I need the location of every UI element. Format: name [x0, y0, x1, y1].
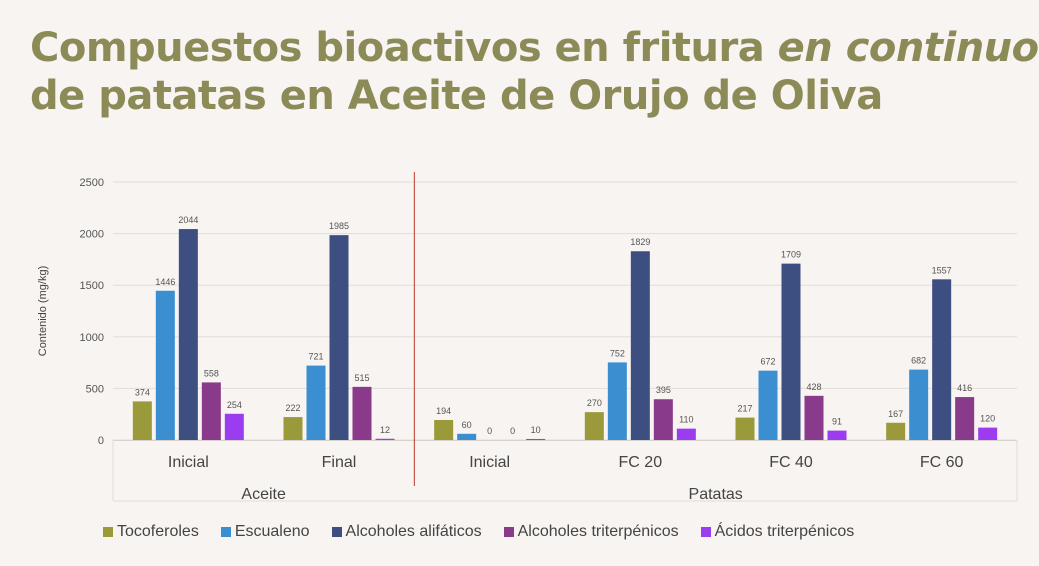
y-tick-label: 1000: [80, 332, 104, 344]
bar: [132, 401, 152, 440]
legend-label: Ácidos triterpénicos: [714, 523, 855, 540]
bar: [653, 399, 673, 440]
bar: [827, 430, 847, 440]
data-label: 194: [436, 406, 451, 416]
data-label: 120: [980, 414, 995, 424]
data-label: 91: [832, 417, 842, 427]
bar: [526, 438, 546, 440]
legend-item: Tocoferoles: [103, 523, 199, 541]
bar: [758, 370, 778, 440]
bar: [178, 229, 198, 440]
x-category-label: FC 60: [920, 454, 964, 471]
data-label: 428: [806, 382, 821, 392]
legend-label: Alcoholes triterpénicos: [517, 523, 679, 540]
y-tick-label: 2500: [80, 177, 104, 189]
data-label: 110: [679, 415, 693, 425]
bar: [932, 279, 952, 440]
y-tick-label: 500: [86, 383, 104, 395]
data-label: 0: [487, 426, 492, 436]
bar: [375, 438, 395, 440]
legend-item: Alcoholes alifáticos: [331, 523, 482, 541]
legend-item: Escualeno: [220, 523, 310, 541]
bar: [676, 428, 696, 440]
bar: [630, 251, 650, 440]
bar: [329, 235, 349, 440]
legend-swatch: [331, 527, 342, 537]
legend-label: Tocoferoles: [117, 523, 199, 540]
data-label: 217: [737, 404, 752, 414]
chart-legend: Tocoferoles Escualeno Alcoholes alifáticos…: [103, 523, 854, 541]
data-label: 416: [957, 383, 972, 393]
data-label: 1709: [781, 250, 801, 260]
y-tick-label: 0: [98, 435, 104, 447]
data-label: 374: [135, 387, 150, 397]
legend-swatch: [220, 527, 231, 537]
data-label: 1446: [155, 277, 175, 287]
data-label: 1985: [329, 221, 349, 231]
bar: [804, 395, 824, 440]
data-label: 222: [285, 403, 300, 413]
y-tick-label: 1500: [80, 280, 104, 292]
data-label: 515: [354, 373, 369, 383]
data-label: 167: [888, 409, 903, 419]
bar: [607, 362, 627, 440]
x-category-label: Inicial: [469, 454, 510, 471]
title-line1-italic: en continuo: [777, 25, 1039, 71]
data-label: 395: [656, 385, 671, 395]
bar: [434, 419, 454, 440]
legend-swatch: [103, 527, 113, 537]
legend-item: Ácidos triterpénicos: [700, 523, 855, 541]
data-label: 1557: [932, 265, 952, 275]
title-line1-plain: Compuestos bioactivos en fritura: [30, 25, 778, 71]
x-group-label: Aceite: [241, 486, 286, 503]
bar: [155, 290, 175, 440]
bar: [886, 422, 906, 440]
data-label: 558: [204, 368, 219, 378]
data-label: 672: [760, 357, 775, 367]
data-label: 10: [531, 425, 541, 435]
bar: [584, 412, 604, 440]
data-label: 270: [587, 398, 602, 408]
data-label: 682: [911, 356, 926, 366]
bar: [201, 382, 221, 440]
bar: [735, 417, 755, 440]
bar: [306, 365, 326, 440]
bar: [955, 397, 975, 440]
data-label: 12: [380, 425, 390, 435]
y-tick-label: 2000: [80, 229, 104, 241]
data-label: 254: [227, 400, 242, 410]
bar: [224, 413, 244, 440]
legend-item: Alcoholes triterpénicos: [503, 523, 679, 541]
y-axis-label: Contenido (mg/kg): [37, 266, 49, 357]
legend-swatch: [700, 527, 711, 537]
bar: [978, 427, 998, 440]
data-label: 1829: [630, 237, 650, 247]
data-label: 0: [510, 426, 515, 436]
data-label: 752: [610, 348, 625, 358]
bar: [457, 433, 477, 440]
title-line2: de patatas en Aceite de Orujo de Oliva: [30, 73, 883, 119]
legend-swatch: [503, 527, 514, 537]
chart-title: Compuestos bioactivos en fritura en cont…: [30, 24, 1039, 120]
data-label: 60: [462, 420, 472, 430]
bar: [283, 417, 303, 440]
legend-label: Alcoholes alifáticos: [345, 523, 482, 540]
x-group-label: Patatas: [689, 486, 743, 503]
bar: [909, 369, 929, 440]
x-category-label: FC 40: [769, 454, 813, 471]
x-category-label: Inicial: [168, 454, 209, 471]
bar: [781, 263, 801, 440]
legend-label: Escualeno: [234, 523, 310, 540]
bar: [352, 386, 372, 440]
data-label: 2044: [178, 215, 198, 225]
data-label: 721: [308, 352, 323, 362]
x-category-label: Final: [322, 454, 357, 471]
x-category-label: FC 20: [619, 454, 663, 471]
